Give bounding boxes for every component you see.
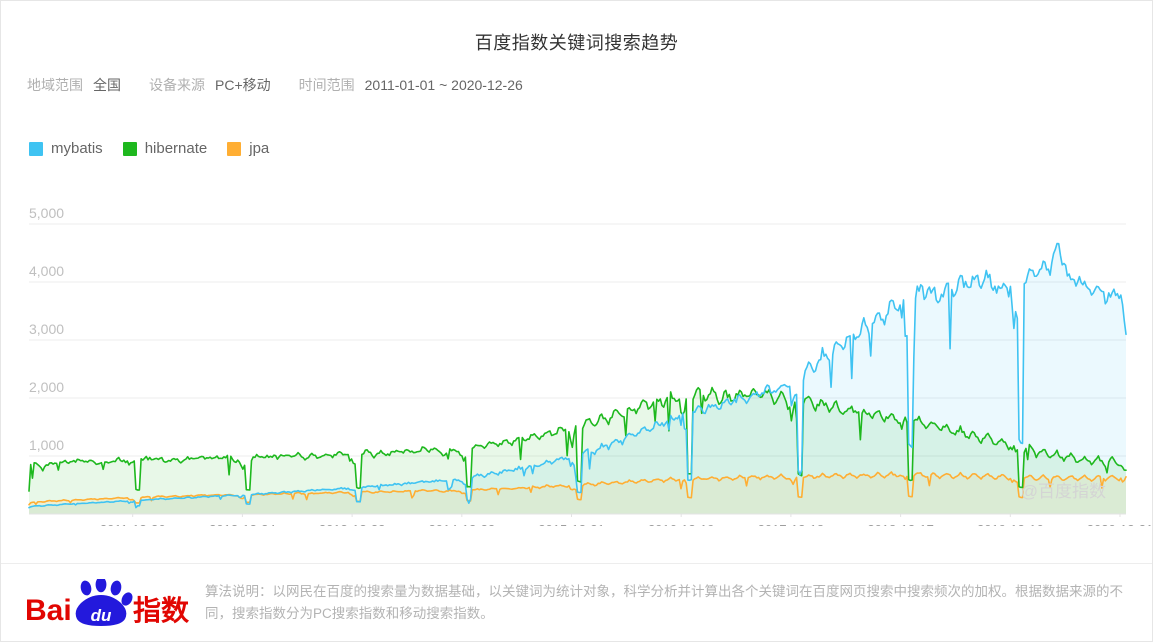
baidu-index-logo: du Bai 指数 [23,576,191,627]
series-area-jpa [29,471,1126,514]
baidu-logo-bai: Bai [25,594,72,627]
x-axis-tick-label: 2015-12-21 [538,522,605,526]
legend-label-jpa: jpa [249,140,270,157]
legend-label-hibernate: hibernate [144,140,208,157]
watermark: @百度指数 [1021,482,1106,501]
filter-device-value: PC+移动 [215,77,271,93]
filter-daterange-value: 2011-01-01 ~ 2020-12-26 [364,77,523,93]
x-axis-tick-label: 2018-12-17 [867,522,934,526]
series-line-jpa[interactable] [28,471,1127,506]
y-axis-tick-label: 4,000 [29,263,64,279]
legend-item-hibernate[interactable]: hibernate [122,140,208,157]
x-axis-tick-label: 2014-12-22 [429,522,496,526]
series-area-mybatis [29,243,1126,514]
series-line-mybatis[interactable] [28,242,1127,509]
x-axis-tick-label: 2020-12-21 [1087,522,1153,526]
legend-item-jpa[interactable]: jpa [227,140,269,157]
filter-device[interactable]: 设备来源 PC+移动 [149,75,271,95]
page-title: 百度指数关键词搜索趋势 [474,33,679,53]
trend-chart: 1,000 2,000 3,000 4,000 5,000 2011-12-26 2012-… [1,181,1153,526]
filter-region[interactable]: 地域范围 全国 [27,75,121,95]
legend-swatch-mybatis [29,141,43,156]
x-axis-tick-label: 2016-12-19 [648,522,715,526]
baidu-logo-svg: du Bai 指数 [25,576,190,627]
legend-label-mybatis: mybatis [51,140,103,157]
x-axis-tick-label: 2011-12-26 [100,522,166,526]
footer: du Bai 指数 算法说明：以网民在百度的搜索量为数据基础，以关键词为统计对象… [1,563,1152,641]
chart-svg: 1,000 2,000 3,000 4,000 5,000 2011-12-26 2012-… [28,205,1153,526]
y-axis-tick-label: 5,000 [29,205,64,221]
filter-region-label: 地域范围 [27,77,83,93]
baidu-logo-zhishu: 指数 [133,595,190,626]
y-axis-tick-label: 3,000 [29,321,64,337]
chart-legend: mybatis hibernate jpa [29,140,289,157]
filter-daterange-label: 时间范围 [298,77,355,93]
y-axis-tick-label: 2,000 [29,379,64,395]
x-axis-tick-label: 2012-12-24 [209,522,276,526]
legend-swatch-hibernate [122,141,137,156]
series-line-hibernate[interactable] [28,386,1127,492]
algorithm-note: 算法说明：以网民在百度的搜索量为数据基础，以关键词为统计对象，科学分析并计算出各… [205,583,1123,621]
y-axis-tick-label: 1,000 [29,437,64,453]
filter-region-value: 全国 [93,77,121,93]
filter-daterange[interactable]: 时间范围 2011-01-01 ~ 2020-12-26 [299,75,523,95]
series-area-hibernate [29,387,1126,514]
legend-item-mybatis[interactable]: mybatis [29,140,103,157]
x-axis-tick-label: 2019-12-16 [977,522,1044,526]
filter-device-label: 设备来源 [149,77,205,93]
filter-bar: 地域范围 全国 设备来源 PC+移动 时间范围 2011-01-01 ~ 202… [27,75,551,95]
x-axis-tick-label: 2013-12-23 [319,522,386,526]
x-axis-tick-label: 2017-12-18 [758,522,825,526]
baidu-logo-du: du [91,606,112,625]
legend-swatch-jpa [227,141,242,156]
